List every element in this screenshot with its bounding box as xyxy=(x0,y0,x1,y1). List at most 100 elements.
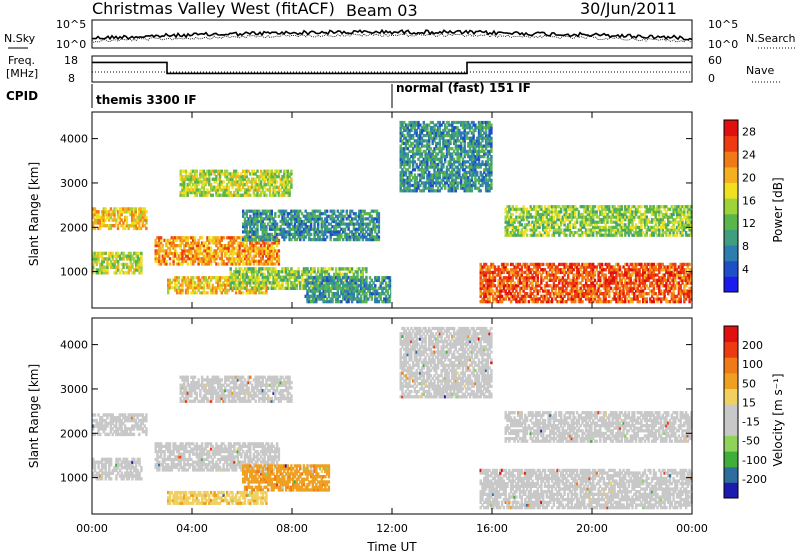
cpid-segment-1: themis 3300 IF xyxy=(96,93,197,107)
heatmap-cell xyxy=(222,236,224,239)
heatmap-cell xyxy=(251,287,253,290)
heatmap-cell xyxy=(280,170,282,173)
heatmap-cell xyxy=(185,170,187,173)
heatmap-cell xyxy=(490,179,492,182)
heatmap-cell xyxy=(308,281,310,284)
heatmap-cell xyxy=(206,291,208,294)
heatmap-cell xyxy=(145,227,147,230)
heatmap-cell xyxy=(265,194,267,197)
heatmap-cell xyxy=(194,236,196,239)
heatmap-cell xyxy=(140,252,142,255)
heatmap-cell xyxy=(490,137,492,140)
heatmap-cell xyxy=(351,267,353,270)
heatmap-cell xyxy=(267,287,269,290)
heatmap-cell xyxy=(290,170,292,173)
heatmap-cell xyxy=(374,284,376,287)
heatmap-cell xyxy=(187,262,189,265)
heatmap-cell xyxy=(217,262,219,265)
heatmap-cell xyxy=(333,210,335,213)
heatmap-cell xyxy=(365,267,367,270)
heatmap-cell xyxy=(490,155,492,158)
heatmap-cell xyxy=(378,276,380,279)
heatmap-cell xyxy=(178,276,180,279)
heatmap-cell xyxy=(145,210,147,213)
nave-label: Nave xyxy=(746,64,774,77)
heatmap-cell xyxy=(297,267,299,270)
date-label: 30/Jun/2011 xyxy=(580,0,677,18)
heatmap-cell xyxy=(222,180,224,183)
freq-label-line1: Freq. xyxy=(8,54,35,67)
heatmap-cell xyxy=(342,276,344,279)
heatmap-cell xyxy=(169,262,171,265)
heatmap-cell xyxy=(276,180,278,183)
heatmap-cell xyxy=(192,276,194,279)
heatmap-cell xyxy=(506,263,508,266)
heatmap-cell xyxy=(242,291,244,294)
heatmap-cell xyxy=(278,249,280,252)
heatmap-cell xyxy=(581,300,583,303)
heatmap-cell xyxy=(542,263,544,266)
nsearch-label: N.Search xyxy=(746,32,796,45)
heatmap-cell xyxy=(480,189,482,192)
heatmap-cell xyxy=(256,170,258,173)
heatmap-cell xyxy=(196,170,198,173)
heatmap-cell xyxy=(331,267,333,270)
nsky-panel: N.Sky 10^5 10^0 10^5 10^0 N.Search xyxy=(4,18,796,51)
power-heatmap xyxy=(92,112,693,308)
heatmap-cell xyxy=(476,171,478,174)
heatmap-cell xyxy=(601,263,603,266)
cpid-label: CPID xyxy=(6,89,38,103)
heatmap-cell xyxy=(210,247,212,250)
heatmap-cell xyxy=(619,265,621,268)
heatmap-cell xyxy=(326,210,328,213)
nave-tick-bottom: 0 xyxy=(708,72,715,85)
nsky-trace xyxy=(92,30,692,40)
heatmap-cell xyxy=(105,252,107,255)
heatmap-cell xyxy=(274,212,276,215)
heatmap-cell xyxy=(342,210,344,213)
heatmap-cell xyxy=(244,287,246,290)
beam-label: Beam 03 xyxy=(346,1,418,20)
cpid-segment-2: normal (fast) 151 IF xyxy=(396,81,531,95)
heatmap-cell xyxy=(271,210,273,213)
heatmap-cell xyxy=(212,194,214,197)
heatmap-cell xyxy=(490,124,492,127)
heatmap-cell xyxy=(97,210,99,213)
heatmap-cell xyxy=(378,235,380,238)
heatmap-cell xyxy=(160,236,162,239)
heatmap-cell xyxy=(165,260,167,263)
heatmap-cell xyxy=(290,178,292,181)
nsearch-tick-top: 10^5 xyxy=(708,18,738,31)
nsky-tick-top: 10^5 xyxy=(56,18,86,31)
heatmap-cell xyxy=(278,255,280,258)
heatmap-cell xyxy=(276,238,278,241)
heatmap-cell xyxy=(145,216,147,219)
heatmap-cell xyxy=(169,257,171,260)
heatmap-cell xyxy=(378,212,380,215)
heatmap-cell xyxy=(276,223,278,226)
heatmap-cell xyxy=(230,267,232,270)
heatmap-cell xyxy=(326,235,328,238)
heatmap-cell xyxy=(162,244,164,247)
freq-panel: Freq. [MHz] 18 8 60 0 Nave xyxy=(6,54,782,85)
freq-label-line2: [MHz] xyxy=(6,67,38,80)
heatmap-cell xyxy=(135,207,137,210)
freq-frame xyxy=(92,56,692,82)
heatmap-cell xyxy=(605,273,607,276)
heatmap-cell xyxy=(365,276,367,279)
freq-tick-top: 18 xyxy=(64,54,78,67)
heatmap-cell xyxy=(126,216,128,219)
heatmap-cell xyxy=(313,267,315,270)
nsky-tick-bottom: 10^0 xyxy=(56,38,86,51)
nsky-label: N.Sky xyxy=(4,32,36,45)
station-title: Christmas Valley West (fitACF) xyxy=(92,0,335,18)
freq-tick-bottom: 8 xyxy=(68,72,75,85)
heatmap-cell xyxy=(249,194,251,197)
nave-tick-top: 60 xyxy=(708,54,722,67)
heatmap-cell xyxy=(310,233,312,236)
cpid-panel: CPID themis 3300 IF normal (fast) 151 IF xyxy=(6,81,531,108)
nsearch-tick-bottom: 10^0 xyxy=(708,38,738,51)
